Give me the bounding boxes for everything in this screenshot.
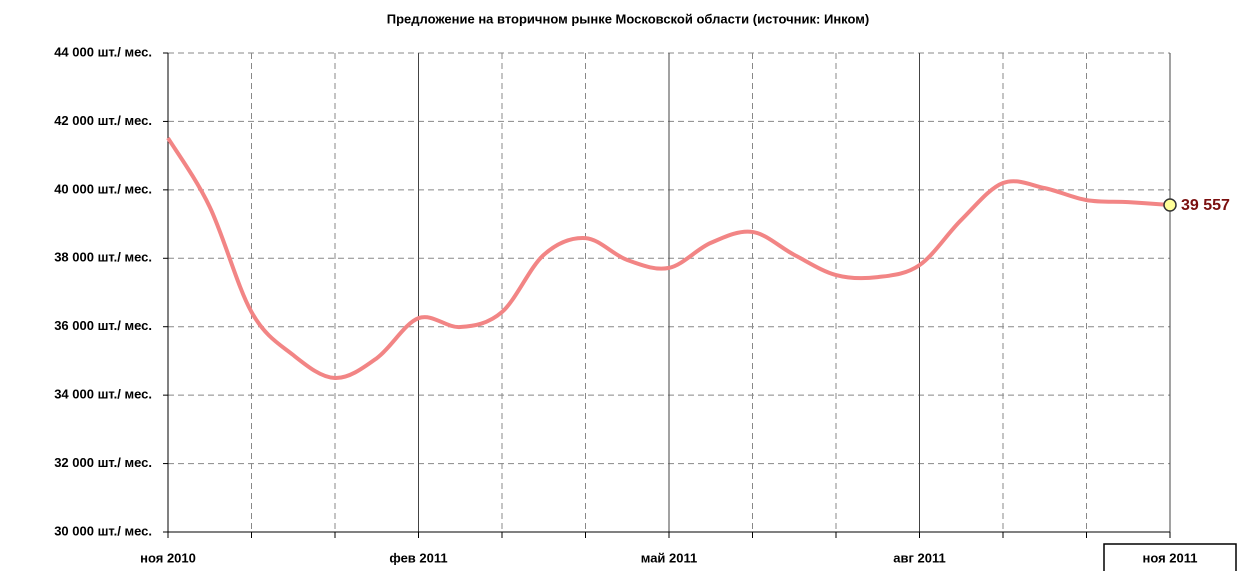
y-tick-label: 36 000 шт./ мес. (54, 318, 152, 333)
x-tick-label: ноя 2011 (1142, 550, 1197, 565)
y-tick-label: 44 000 шт./ мес. (54, 44, 152, 59)
y-tick-label: 34 000 шт./ мес. (54, 387, 152, 402)
series-line (166, 136, 1171, 381)
chart-title: Предложение на вторичном рынке Московско… (387, 11, 869, 26)
y-tick-label: 32 000 шт./ мес. (54, 455, 152, 470)
y-tick-label: 30 000 шт./ мес. (54, 523, 152, 538)
y-tick-label: 40 000 шт./ мес. (54, 181, 152, 196)
x-tick-label: фев 2011 (389, 550, 447, 565)
y-tick-label: 38 000 шт./ мес. (54, 250, 152, 265)
y-tick-label: 42 000 шт./ мес. (54, 113, 152, 128)
value-label: 39 557 (1181, 197, 1230, 214)
x-tick-label: авг 2011 (893, 550, 945, 565)
end-marker (1163, 198, 1177, 212)
x-tick-label: май 2011 (641, 550, 697, 565)
x-tick-label: ноя 2010 (140, 550, 196, 565)
label-box (1103, 543, 1237, 571)
